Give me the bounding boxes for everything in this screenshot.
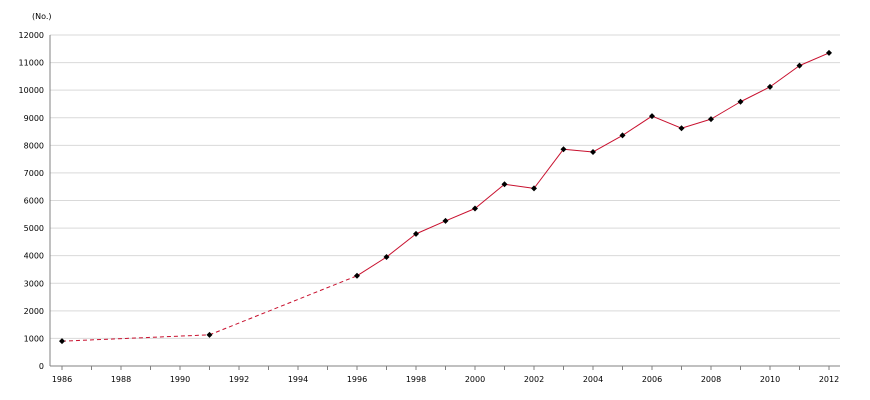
series-segment <box>681 118 712 129</box>
y-tick-label: 1000 <box>24 334 44 343</box>
y-tick-label: 5000 <box>24 224 44 233</box>
y-tick-label: 4000 <box>24 252 44 261</box>
data-point-marker <box>737 98 744 105</box>
series-segment <box>533 148 564 189</box>
series-segment <box>445 208 476 222</box>
y-tick-label: 8000 <box>24 141 44 150</box>
x-tick-label: 1988 <box>111 375 131 384</box>
y-tick-label: 9000 <box>24 114 44 123</box>
series-line <box>61 52 830 342</box>
x-tick-label: 2006 <box>642 375 662 384</box>
data-point-marker <box>383 254 390 261</box>
y-tick-label: 6000 <box>24 197 44 206</box>
x-tick-label: 2002 <box>524 375 544 384</box>
x-tick-label: 1998 <box>406 375 426 384</box>
series-segment <box>769 65 800 88</box>
series-segment <box>209 275 358 336</box>
x-tick-labels: 1986 1988 1990 1992 1994 1996 1998 2000 2002 2004… <box>52 375 839 384</box>
data-point-marker <box>796 62 803 69</box>
x-tick-label: 2010 <box>760 375 780 384</box>
x-tick-label: 2012 <box>819 375 839 384</box>
series-segment <box>386 233 417 258</box>
series-segment <box>563 148 594 153</box>
series-segment <box>651 115 682 129</box>
axes <box>49 35 840 370</box>
series-segment <box>504 183 535 189</box>
data-point-marker <box>649 113 655 120</box>
y-tick-label: 7000 <box>24 169 44 178</box>
y-unit-label: (No.) <box>32 12 52 21</box>
series-segment <box>474 183 505 209</box>
data-point-marker <box>619 132 626 139</box>
y-tick-label: 10000 <box>19 86 44 95</box>
data-point-marker <box>59 338 65 345</box>
data-point-marker <box>442 217 449 224</box>
series-segment <box>356 256 387 277</box>
data-point-marker <box>472 205 478 212</box>
y-tick-label: 2000 <box>24 307 44 316</box>
x-tick-label: 1992 <box>229 375 249 384</box>
gridlines <box>50 34 840 339</box>
x-tick-label: 1986 <box>52 375 72 384</box>
data-point-marker <box>501 181 508 188</box>
x-tick-label: 2000 <box>465 375 485 384</box>
data-point-marker <box>767 83 773 90</box>
data-point-marker <box>354 272 360 279</box>
data-point-marker <box>590 148 596 155</box>
series-segment <box>799 52 830 67</box>
x-tick-label: 1990 <box>170 375 190 384</box>
y-tick-label: 3000 <box>24 279 44 288</box>
y-tick-label: 0 <box>39 362 44 371</box>
data-point-marker <box>413 230 419 237</box>
data-point-marker <box>206 331 213 338</box>
x-tick-label: 2008 <box>701 375 721 384</box>
data-point-marker <box>826 49 832 56</box>
series-segment <box>710 101 741 120</box>
x-tick-label: 1996 <box>347 375 367 384</box>
y-tick-labels: 0 1000 2000 3000 4000 5000 6000 7000 8000 9000 100… <box>19 31 44 371</box>
x-tick-label: 2004 <box>583 375 603 384</box>
x-tick-label: 1994 <box>288 375 308 384</box>
series-markers <box>59 49 832 345</box>
data-point-marker <box>708 116 714 123</box>
series-segment <box>592 134 623 153</box>
y-tick-label: 11000 <box>19 59 44 68</box>
data-point-marker <box>531 185 537 192</box>
series-segment <box>415 220 446 235</box>
series-segment <box>61 334 210 342</box>
data-point-marker <box>560 146 567 153</box>
series-segment <box>622 115 653 136</box>
y-tick-label: 12000 <box>19 31 44 40</box>
series-segment <box>740 86 771 103</box>
data-point-marker <box>678 125 685 132</box>
